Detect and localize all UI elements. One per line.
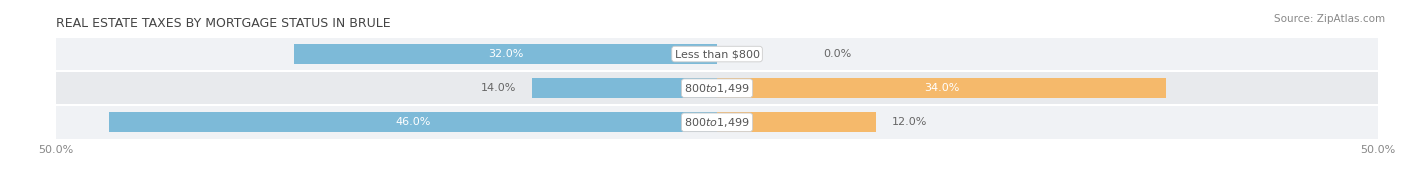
- Legend: Without Mortgage, With Mortgage: Without Mortgage, With Mortgage: [600, 193, 834, 196]
- Text: 34.0%: 34.0%: [924, 83, 959, 93]
- Bar: [717, 113, 876, 132]
- Text: REAL ESTATE TAXES BY MORTGAGE STATUS IN BRULE: REAL ESTATE TAXES BY MORTGAGE STATUS IN …: [56, 17, 391, 30]
- Text: 46.0%: 46.0%: [395, 117, 430, 127]
- Text: $800 to $1,499: $800 to $1,499: [685, 82, 749, 95]
- Bar: [56, 106, 1378, 139]
- Text: 0.0%: 0.0%: [823, 49, 851, 59]
- Text: 12.0%: 12.0%: [891, 117, 927, 127]
- Bar: [531, 78, 717, 98]
- Text: 32.0%: 32.0%: [488, 49, 523, 59]
- Text: $800 to $1,499: $800 to $1,499: [685, 116, 749, 129]
- Bar: [717, 78, 1167, 98]
- Bar: [56, 38, 1378, 70]
- Bar: [110, 113, 717, 132]
- Text: 14.0%: 14.0%: [481, 83, 516, 93]
- Text: Source: ZipAtlas.com: Source: ZipAtlas.com: [1274, 14, 1385, 24]
- Bar: [294, 44, 717, 64]
- Bar: [56, 72, 1378, 104]
- Text: Less than $800: Less than $800: [675, 49, 759, 59]
